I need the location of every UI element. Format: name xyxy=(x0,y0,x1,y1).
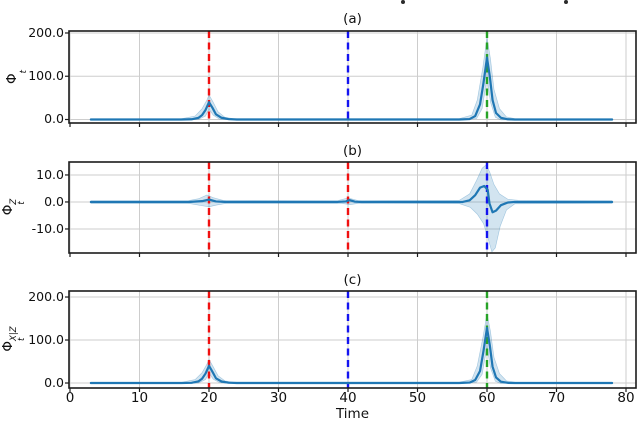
y-tick-label: 0.0 xyxy=(44,375,64,390)
subplot-b xyxy=(65,161,637,257)
confidence-band xyxy=(90,164,613,253)
x-tick-label: 50 xyxy=(408,390,427,406)
confidence-band xyxy=(90,313,613,384)
subplot-a-title: (a) xyxy=(343,11,362,27)
subplot-b-title: (b) xyxy=(342,143,363,159)
subplot-c xyxy=(65,290,637,392)
y-tick-label: 0.0 xyxy=(44,111,64,127)
series-line xyxy=(89,56,614,121)
y-tick-label: 200.0 xyxy=(28,289,64,305)
x-tick-label: 80 xyxy=(617,390,635,406)
y-tick-label: 0.0 xyxy=(44,193,64,209)
axes-spines xyxy=(68,290,637,389)
y-tick-label: 200.0 xyxy=(28,24,64,40)
cropped-text-remnant-dot xyxy=(401,0,405,4)
y-tick-label: 100.0 xyxy=(28,332,64,348)
confidence-band xyxy=(90,37,613,121)
x-tick-label: 10 xyxy=(130,390,149,406)
y-tick-label: 10.0 xyxy=(36,166,64,182)
x-tick-label: 20 xyxy=(200,390,218,406)
y-tick-label: 100.0 xyxy=(28,68,64,84)
series-line xyxy=(89,326,614,385)
series-line xyxy=(89,184,614,214)
cropped-text-remnant-dot xyxy=(564,0,568,4)
phi-symbol: Φ xyxy=(0,340,16,352)
x-tick-label: 30 xyxy=(269,390,288,406)
subplot-a xyxy=(65,30,637,127)
x-tick-label: 60 xyxy=(478,390,496,406)
x-tick-label: 0 xyxy=(65,390,75,406)
axes-spines xyxy=(68,30,637,124)
subplot-c-title: (c) xyxy=(343,272,362,288)
x-tick-label: 70 xyxy=(547,390,566,406)
x-axis-label: Time xyxy=(335,406,370,422)
axes-spines xyxy=(68,161,637,254)
y-tick-label: -10.0 xyxy=(31,220,64,236)
x-tick-label: 40 xyxy=(339,390,357,406)
phi-symbol: Φ xyxy=(0,204,16,216)
